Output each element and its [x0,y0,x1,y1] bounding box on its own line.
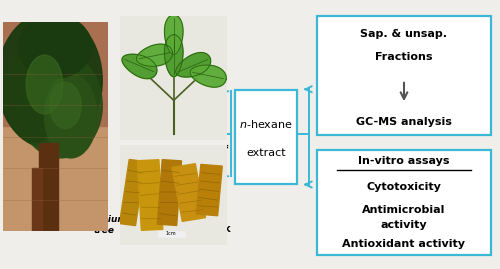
Polygon shape [164,35,183,77]
FancyBboxPatch shape [235,90,298,184]
Text: In-vitro assays: In-vitro assays [358,156,450,166]
Polygon shape [122,54,157,79]
Text: Antioxidant activity: Antioxidant activity [342,239,466,249]
Bar [158,231,184,237]
Text: 1cm: 1cm [166,231,176,236]
Bar [138,160,163,230]
Polygon shape [136,44,172,66]
Bar [158,160,182,225]
Text: Pithecellobium dulce: Pithecellobium dulce [51,215,158,224]
Text: activity: activity [380,220,428,230]
Ellipse shape [18,53,102,158]
Text: extract: extract [246,147,286,158]
Text: Cytotoxicity: Cytotoxicity [366,182,442,192]
Bar [120,160,145,226]
Ellipse shape [50,82,81,129]
Bar [2,22,108,126]
Text: Sap. & unsap.: Sap. & unsap. [360,29,448,39]
Text: GC-MS analysis: GC-MS analysis [356,117,452,127]
Text: $\it{P. dulce}$ leaf: $\it{P. dulce}$ leaf [166,143,230,155]
Text: $\it{P. dulce}$ bark: $\it{P. dulce}$ bark [164,222,232,234]
Ellipse shape [0,12,102,148]
Ellipse shape [5,48,63,142]
Text: $\it{n}$-hexane: $\it{n}$-hexane [240,118,293,130]
Bar [196,164,222,216]
Bar [32,168,42,231]
Text: tree: tree [94,226,115,235]
Text: Antimicrobial: Antimicrobial [362,205,446,215]
Polygon shape [176,52,210,77]
FancyBboxPatch shape [316,150,492,255]
Bar [172,164,206,221]
Ellipse shape [44,74,97,158]
Polygon shape [164,15,183,55]
Polygon shape [190,65,226,87]
Bar [39,143,58,231]
Text: Fractions: Fractions [375,52,433,62]
Ellipse shape [18,15,92,78]
Ellipse shape [26,55,63,114]
FancyBboxPatch shape [316,16,492,135]
